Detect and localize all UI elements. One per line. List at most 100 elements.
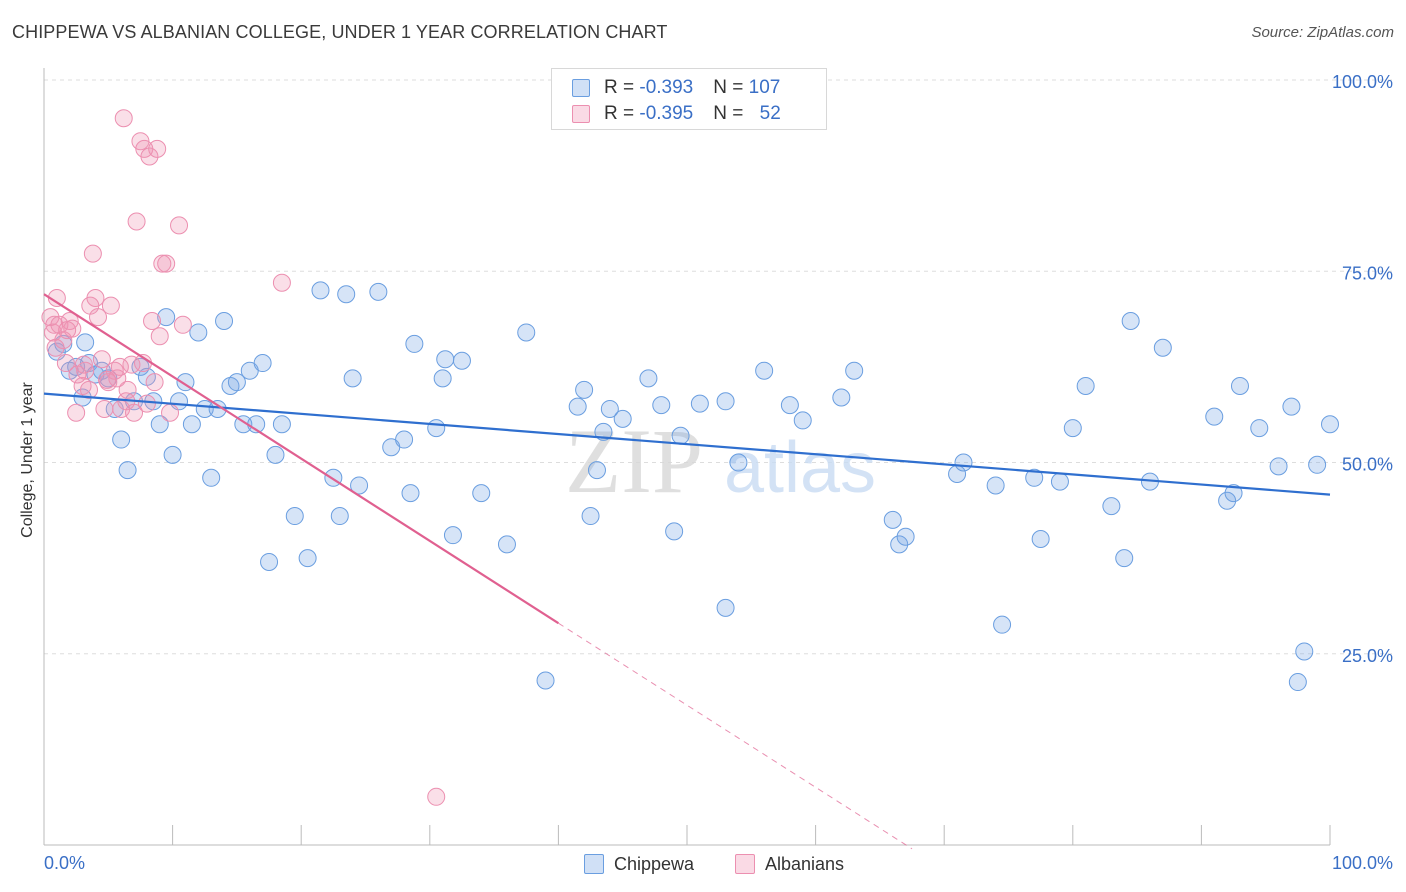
legend-r-label: R = [604, 103, 640, 124]
albanians-point [173, 315, 192, 334]
trend-lines [43, 293, 1331, 850]
bottom-legend-albanians: Albanians [735, 851, 844, 877]
chippewa-point [1218, 491, 1237, 510]
chippewa-point [472, 484, 491, 503]
chippewa-swatch [584, 854, 604, 874]
bottom-legend-label: Albanians [765, 853, 845, 874]
chippewa-point [639, 369, 658, 388]
chippewa-point [311, 281, 330, 300]
chippewa-point [298, 549, 317, 568]
chippewa-point [443, 526, 462, 545]
albanians-point [140, 147, 159, 166]
albanians-point [80, 380, 99, 399]
watermark-atlas: atlas [724, 428, 876, 508]
chippewa-point [1121, 311, 1140, 330]
chippewa-point [993, 615, 1012, 634]
chippewa-point [1115, 549, 1134, 568]
legend-n-label: N = [713, 77, 749, 98]
chippewa-point [575, 380, 594, 399]
chippewa-point [755, 361, 774, 380]
albanians-point [67, 403, 86, 422]
albanians-trend-line [43, 293, 559, 625]
albanians-point [98, 370, 117, 389]
legend-row-albanians: R = -0.395 N = 52 [572, 102, 781, 126]
chippewa-point [401, 484, 420, 503]
chippewa-point [227, 373, 246, 392]
albanians-point [68, 365, 87, 384]
chippewa-point [793, 411, 812, 430]
chippewa-point [1288, 673, 1307, 692]
albanians-points [41, 109, 446, 806]
chippewa-point [613, 409, 632, 428]
albanians-point [272, 273, 291, 292]
albanians-point [118, 380, 137, 399]
chippewa-point [330, 507, 349, 526]
chippewa-point [1269, 457, 1288, 476]
chippewa-point [1031, 530, 1050, 548]
chippewa-point [436, 350, 455, 369]
albanians-point [81, 296, 100, 315]
albanians-point [110, 357, 129, 376]
chippewa-point [182, 415, 201, 434]
chippewa-point [1076, 377, 1095, 395]
tick-labels: 25.0% 50.0% 75.0% 100.0% 0.0% 100.0% [44, 72, 1393, 873]
chippewa-point [202, 468, 221, 487]
chippewa-point [433, 369, 452, 388]
legend-r-label: R = [604, 77, 640, 98]
chippewa-point [1153, 338, 1172, 357]
chippewa-point [118, 461, 137, 480]
chippewa-points [47, 281, 1339, 692]
legend-r-value: -0.393 [639, 77, 694, 98]
chippewa-point [1230, 377, 1249, 395]
y-tick-label: 100.0% [1332, 72, 1393, 92]
chippewa-point [452, 351, 471, 370]
chippewa-point [832, 388, 851, 407]
chippewa-point [716, 392, 735, 411]
chippewa-point [343, 369, 362, 388]
x-tick-label: 100.0% [1332, 853, 1393, 873]
x-tick-label: 0.0% [44, 853, 85, 873]
chippewa-point [671, 426, 690, 445]
y-tick-label: 50.0% [1342, 455, 1393, 475]
chippewa-point [690, 394, 709, 413]
albanians-point [95, 399, 114, 418]
albanians-point [92, 350, 111, 369]
chippewa-point [337, 285, 356, 304]
chippewa-point [845, 361, 864, 380]
chart-title: CHIPPEWA VS ALBANIAN COLLEGE, UNDER 1 YE… [12, 22, 668, 42]
albanians-point [145, 373, 164, 392]
chippewa-point [780, 396, 799, 415]
legend-row-chippewa: R = -0.393 N = 107 [572, 76, 780, 100]
albanians-point [148, 139, 167, 158]
albanians-point [153, 254, 172, 273]
albanians-point [44, 323, 63, 342]
chippewa-point [536, 671, 555, 690]
chippewa-point [272, 415, 291, 434]
chippewa-point [157, 308, 176, 327]
chippewa-point [350, 476, 369, 495]
albanians-point [114, 109, 133, 128]
albanians-point [170, 216, 189, 235]
legend-n-value: 52 [759, 103, 781, 124]
chippewa-point [883, 510, 902, 529]
albanians-point [137, 394, 156, 413]
chippewa-point [954, 453, 973, 472]
chippewa-point [600, 399, 619, 418]
chippewa-point [568, 397, 587, 416]
chippewa-point [665, 522, 684, 541]
chippewa-point [716, 598, 735, 617]
chippewa-point [369, 282, 388, 301]
watermark-zip: ZIP [565, 410, 703, 512]
chippewa-point [517, 323, 536, 342]
albanians-point [143, 311, 162, 330]
chippewa-point [215, 311, 234, 330]
albanians-point [101, 296, 120, 315]
albanians-swatch [735, 854, 755, 874]
chippewa-point [652, 396, 671, 415]
chippewa-point [1295, 642, 1314, 661]
chippewa-point [581, 507, 600, 526]
y-tick-label: 75.0% [1342, 263, 1393, 283]
chippewa-point [1050, 472, 1069, 491]
albanians-point [122, 355, 141, 374]
chippewa-point [112, 430, 131, 449]
